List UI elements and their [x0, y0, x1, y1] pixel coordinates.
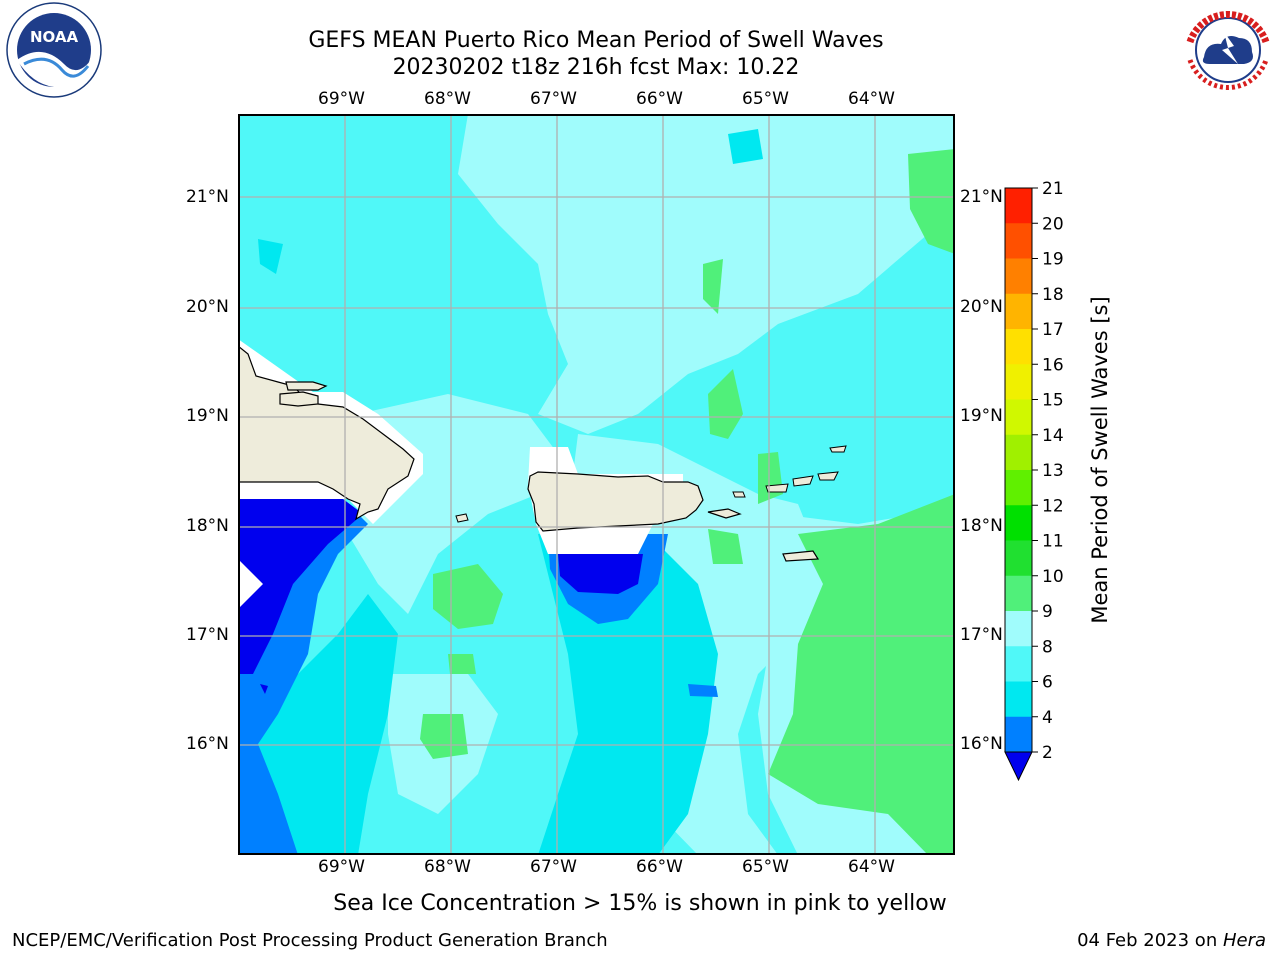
- lon-label-top: 68°W: [424, 89, 471, 109]
- lon-label-top: 64°W: [848, 89, 895, 109]
- colorbar-tick-label: 12: [1042, 496, 1064, 516]
- colorbar-tick-label: 13: [1042, 461, 1064, 481]
- colorbar-swatch: [1005, 611, 1032, 647]
- st-croix-island: [782, 550, 820, 562]
- lon-label-top: 65°W: [742, 89, 789, 109]
- island: [285, 381, 328, 391]
- footer-branch: NCEP/EMC/Verification Post Processing Pr…: [12, 930, 608, 951]
- colorbar-swatch: [1005, 329, 1032, 365]
- lon-label-top: 69°W: [318, 89, 365, 109]
- colorbar-tick-label: 19: [1042, 250, 1064, 270]
- swell-period-map: [238, 114, 955, 855]
- culebra-island: [732, 491, 746, 498]
- colorbar-tick-label: 21: [1042, 180, 1064, 199]
- lat-label-right: 19°N: [960, 406, 1003, 426]
- colorbar-swatch: [1005, 716, 1032, 753]
- colorbar-swatch: [1005, 293, 1032, 330]
- lon-label-bottom: 67°W: [530, 857, 577, 877]
- map-gridlines: [238, 114, 955, 855]
- colorbar-tick-label: 9: [1042, 602, 1053, 622]
- colorbar-swatch: [1005, 188, 1032, 224]
- colorbar-tick-label: 6: [1042, 673, 1053, 693]
- virgin-island: [765, 483, 789, 493]
- colorbar-swatch: [1005, 399, 1032, 436]
- lat-label-left: 20°N: [186, 297, 229, 317]
- lon-label-bottom: 65°W: [742, 857, 789, 877]
- puerto-rico-land: [527, 471, 704, 532]
- lon-label-bottom: 68°W: [424, 857, 471, 877]
- virgin-island: [817, 471, 839, 481]
- map-frame: [238, 114, 955, 855]
- lat-label-left: 18°N: [186, 516, 229, 536]
- footer-machine: Hera: [1222, 930, 1266, 951]
- lon-label-bottom: 66°W: [636, 857, 683, 877]
- colorbar-tick-label: 20: [1042, 214, 1064, 234]
- colorbar-swatch: [1005, 258, 1032, 295]
- colorbar-swatch: [1005, 223, 1032, 259]
- vieques-island: [707, 508, 742, 519]
- lat-label-right: 18°N: [960, 516, 1003, 536]
- mona-island: [455, 513, 469, 523]
- colorbar-tick-label: 14: [1042, 426, 1064, 446]
- chart-title-line2: 20230202 t18z 216h fcst Max: 10.22: [392, 55, 800, 80]
- colorbar-swatch: [1005, 434, 1032, 471]
- colorbar-tick-label: 17: [1042, 320, 1064, 340]
- lon-label-bottom: 69°W: [318, 857, 365, 877]
- footer-date: 04 Feb 2023 on Hera: [1077, 930, 1266, 951]
- lat-label-left: 21°N: [186, 187, 229, 207]
- colorbar-tick-label: 2: [1042, 743, 1053, 763]
- noaa-logo-icon: NOAA: [6, 2, 102, 98]
- field-9-10s: [420, 149, 955, 855]
- colorbar-swatch: [1005, 470, 1032, 506]
- colorbar-swatch: [1005, 681, 1032, 718]
- colorbar: 2 4 6 8 9 10 11 12 13 14 15 16 17 18 19 20 21 Mean Perio…: [1004, 180, 1112, 782]
- colorbar-swatch: [1005, 364, 1032, 400]
- noaa-logo-text: NOAA: [30, 28, 79, 46]
- nws-logo-icon: [1182, 4, 1274, 96]
- lon-label-top: 67°W: [530, 89, 577, 109]
- colorbar-swatch: [1005, 646, 1032, 682]
- lat-label-left: 16°N: [186, 734, 229, 754]
- colorbar-label: Mean Period of Swell Waves [s]: [1088, 296, 1112, 623]
- lon-label-bottom: 64°W: [848, 857, 895, 877]
- anegada-island: [829, 445, 847, 453]
- field-below-2s: [238, 499, 643, 694]
- colorbar-tick-label: 10: [1042, 567, 1064, 587]
- colorbar-swatch: [1005, 575, 1032, 612]
- lat-label-left: 19°N: [186, 406, 229, 426]
- lat-label-right: 16°N: [960, 734, 1003, 754]
- colorbar-tick-label: 15: [1042, 391, 1064, 411]
- footer-date-text: 04 Feb 2023 on: [1077, 930, 1223, 951]
- colorbar-tick-label: 11: [1042, 532, 1064, 552]
- chart-title-line1: GEFS MEAN Puerto Rico Mean Period of Swe…: [308, 28, 884, 53]
- lat-label-left: 17°N: [186, 625, 229, 645]
- field-4-6s: [238, 129, 763, 855]
- lat-label-right: 21°N: [960, 187, 1003, 207]
- colorbar-swatches: [1004, 187, 1033, 782]
- virgin-island: [792, 475, 814, 487]
- colorbar-tick-label: 8: [1042, 637, 1053, 657]
- lat-label-right: 20°N: [960, 297, 1003, 317]
- colorbar-swatch: [1005, 540, 1032, 577]
- sea-ice-caption: Sea Ice Concentration > 15% is shown in …: [333, 891, 947, 916]
- colorbar-tick-label: 16: [1042, 355, 1064, 375]
- colorbar-ticks: 2 4 6 8 9 10 11 12 13 14 15 16 17 18 19 20 21: [1032, 180, 1064, 763]
- island: [279, 391, 319, 407]
- colorbar-extend-triangle: [1004, 751, 1033, 782]
- lat-label-right: 17°N: [960, 625, 1003, 645]
- colorbar-swatch: [1005, 505, 1032, 541]
- colorbar-tick-label: 18: [1042, 285, 1064, 305]
- colorbar-tick-label: 4: [1042, 708, 1053, 728]
- lon-label-top: 66°W: [636, 89, 683, 109]
